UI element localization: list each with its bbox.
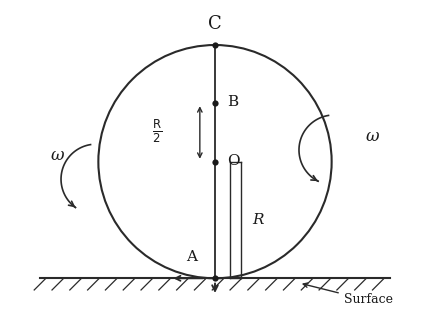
Text: ω: ω	[51, 147, 64, 164]
Text: ω: ω	[366, 128, 379, 145]
Text: O: O	[227, 154, 239, 168]
Text: A: A	[186, 250, 197, 264]
Text: C: C	[208, 15, 222, 33]
Text: $\mathsf{\frac{R}{2}}$: $\mathsf{\frac{R}{2}}$	[152, 118, 162, 145]
Text: B: B	[227, 95, 238, 109]
Text: Surface: Surface	[344, 293, 393, 306]
Text: R: R	[252, 213, 264, 227]
